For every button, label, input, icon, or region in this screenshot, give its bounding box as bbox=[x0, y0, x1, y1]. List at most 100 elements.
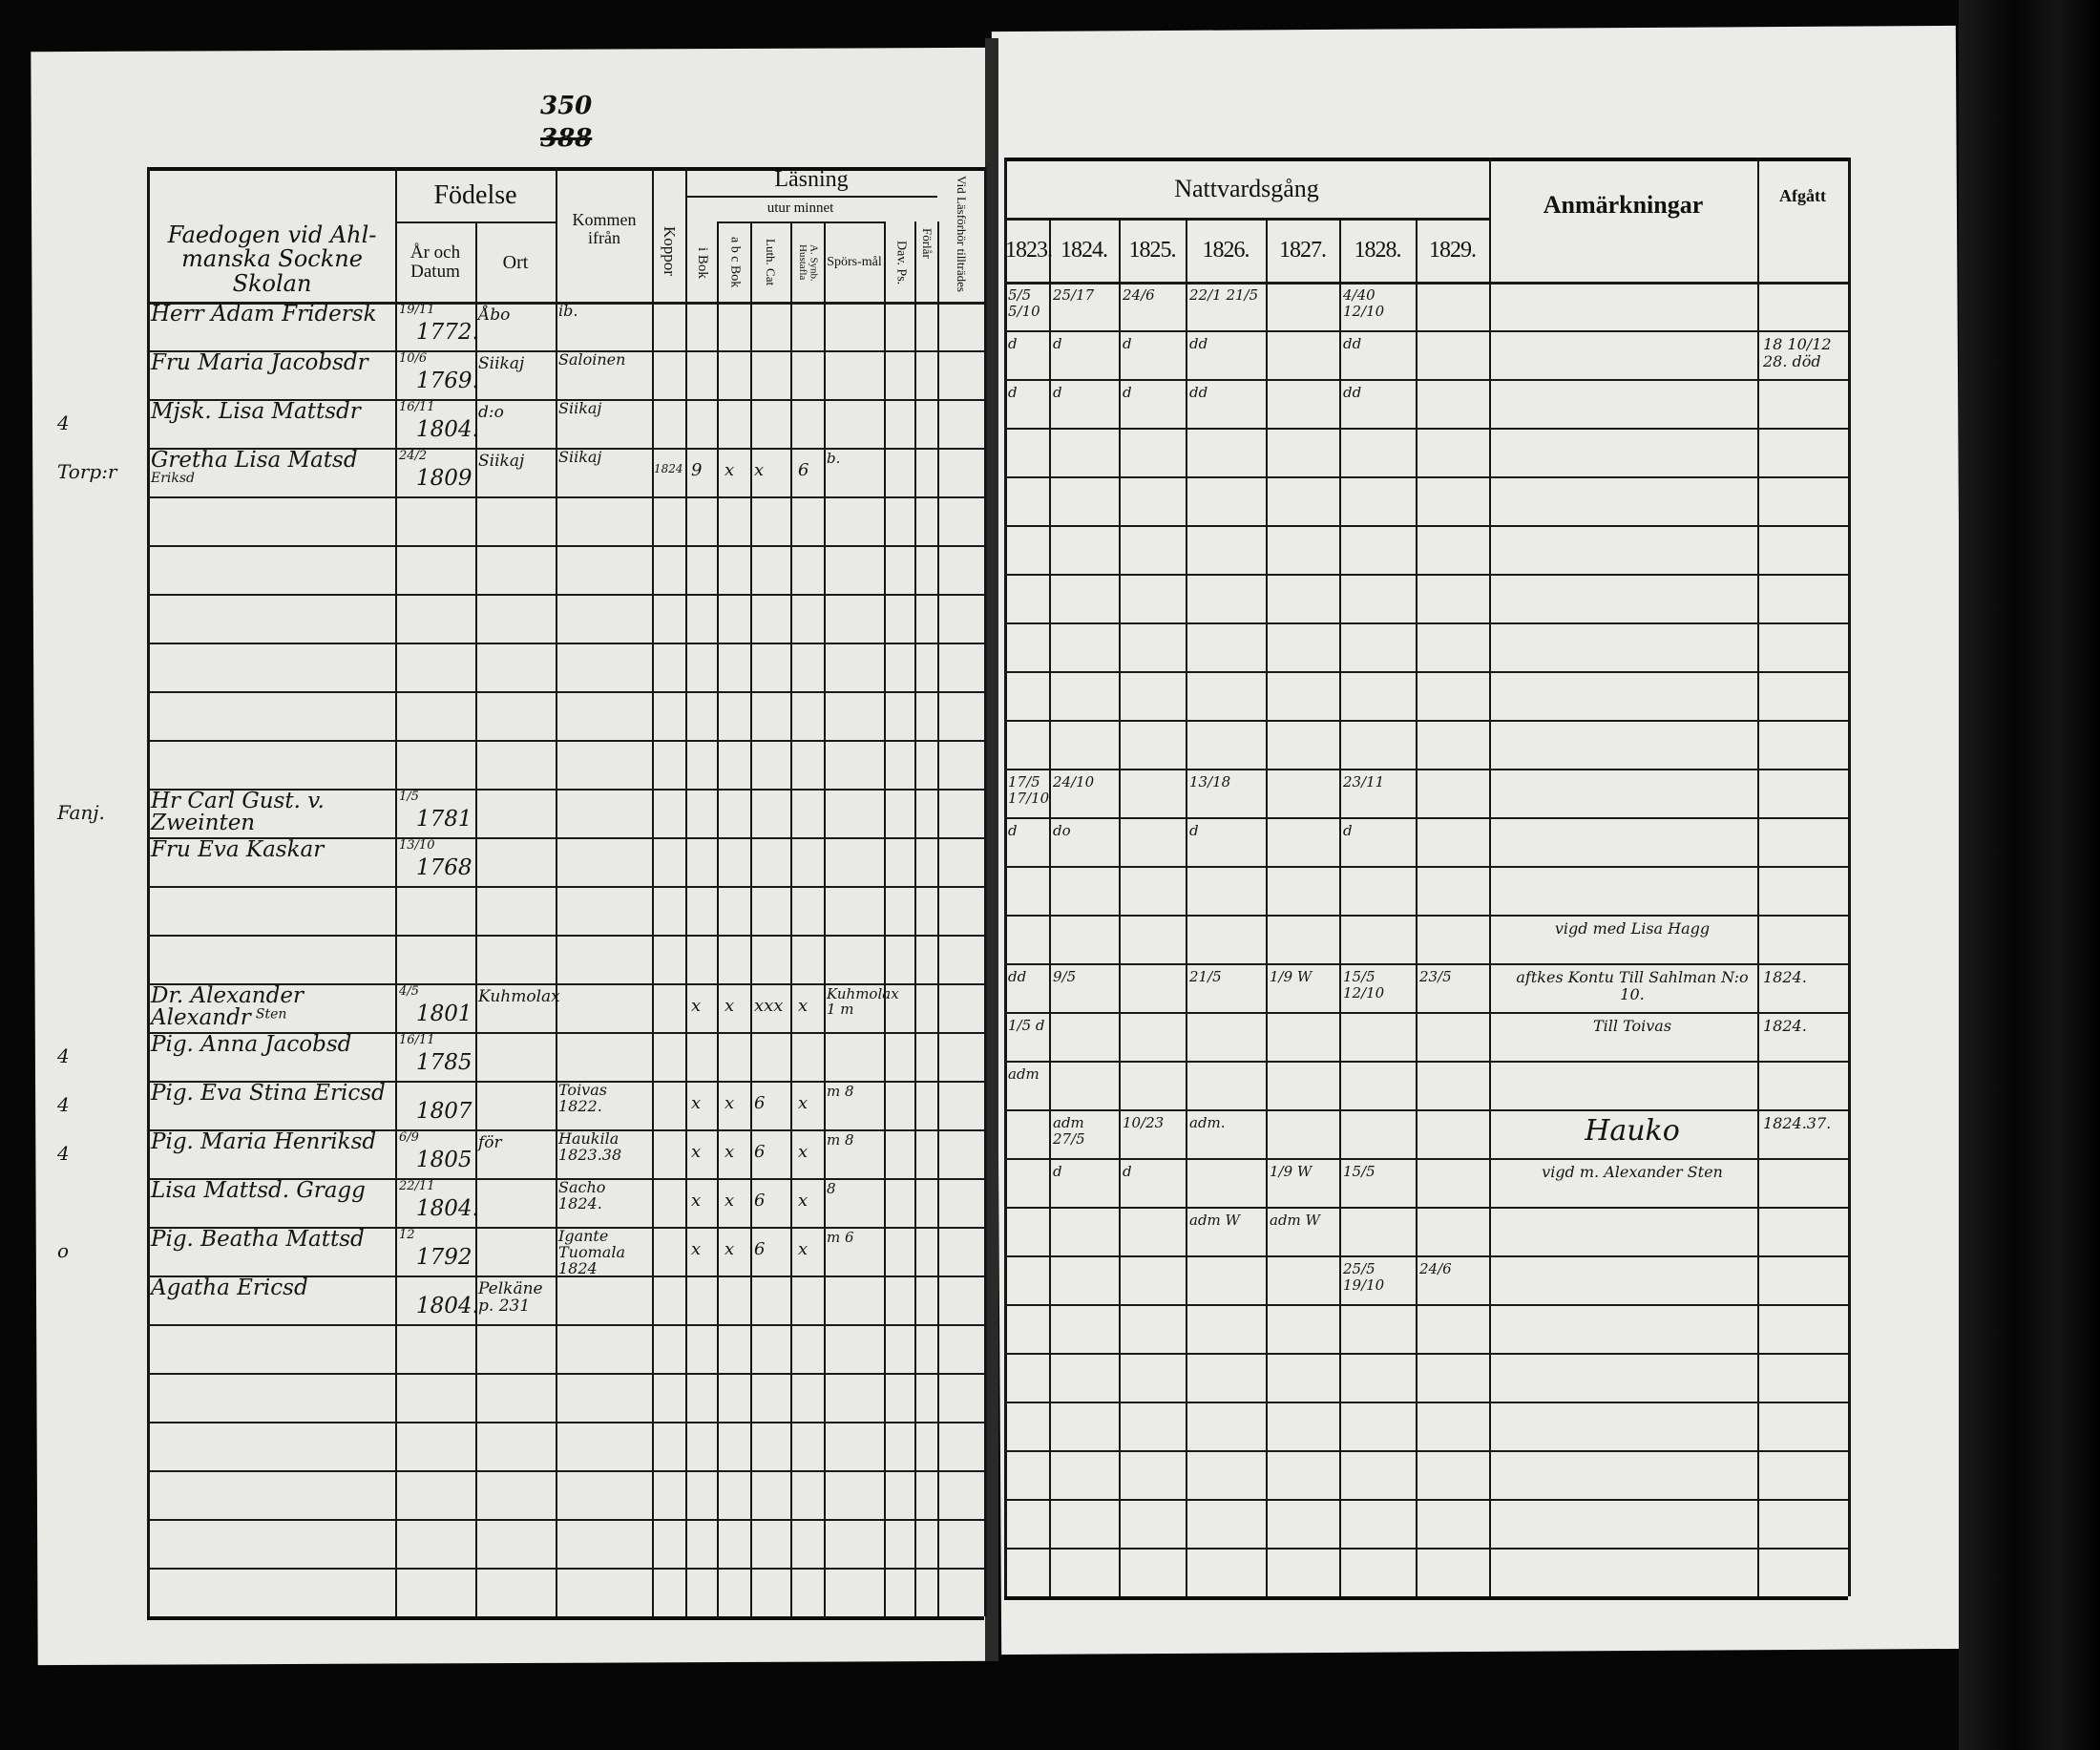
cell-luth: 6 bbox=[754, 1239, 766, 1259]
column-rule bbox=[1119, 218, 1121, 1596]
column-rule bbox=[824, 221, 826, 1616]
cell-luth: xxx bbox=[754, 996, 784, 1016]
row-rule bbox=[1004, 1450, 1848, 1452]
margin-note: o bbox=[57, 1239, 70, 1262]
communion-date: d bbox=[1008, 822, 1018, 839]
header-afgatt: Afgått bbox=[1779, 185, 1826, 205]
row-rule bbox=[147, 448, 984, 450]
cell-year: 1805 bbox=[416, 1148, 472, 1172]
cell-abc: x bbox=[724, 460, 735, 480]
header-anmarkningar: Anmärkningar bbox=[1543, 191, 1704, 220]
cell-date: 16/11 bbox=[399, 1033, 435, 1047]
person-name: Mjsk. Lisa Mattsdr bbox=[151, 399, 361, 424]
person-name: Agatha Ericsd bbox=[151, 1276, 308, 1300]
row-rule bbox=[1004, 428, 1848, 430]
communion-date: 15/5 bbox=[1343, 1163, 1376, 1180]
year-column-header: 1828. bbox=[1354, 238, 1402, 264]
departure: 18 10/12 28. död bbox=[1763, 335, 1832, 370]
communion-date: 1/5 d bbox=[1008, 1017, 1045, 1034]
row-rule bbox=[1004, 1353, 1848, 1355]
communion-date: d bbox=[1053, 335, 1062, 352]
cell-date: 16/11 bbox=[399, 400, 435, 414]
departure: 1824.37. bbox=[1763, 1114, 1832, 1132]
row-rule bbox=[147, 1129, 984, 1131]
name-annotation: Eriksd bbox=[151, 471, 196, 486]
remark: Till Toivas bbox=[1592, 1017, 1672, 1035]
header-synb-hustafla: A. Synb. Hustafla bbox=[797, 243, 820, 282]
person-name: Pig. Maria Henriksd bbox=[151, 1129, 377, 1154]
person-name: Pig. Eva Stina Ericsd bbox=[151, 1081, 386, 1106]
header-lasning: Läsning bbox=[774, 167, 849, 193]
header-sporsmal: Spörs-mål bbox=[827, 254, 882, 269]
row-rule bbox=[1004, 1304, 1848, 1306]
cell-abc: x bbox=[724, 1093, 735, 1113]
column-rule bbox=[717, 221, 719, 1616]
column-rule bbox=[556, 167, 557, 1616]
communion-date: d bbox=[1189, 822, 1199, 839]
row-rule bbox=[1004, 574, 1848, 576]
communion-date: 23/11 bbox=[1343, 773, 1385, 791]
year-column-header: 1827. bbox=[1279, 238, 1327, 264]
communion-date: dd bbox=[1343, 384, 1362, 401]
person-name-cell: Agatha Ericsd bbox=[151, 1277, 391, 1299]
departure: 1824. bbox=[1763, 968, 1807, 986]
row-rule bbox=[1004, 720, 1848, 722]
person-name: Herr Adam Fridersk bbox=[151, 302, 377, 327]
row-rule bbox=[147, 350, 984, 352]
communion-date: dd bbox=[1008, 968, 1027, 985]
cell-kommen: Siikaj bbox=[558, 448, 602, 466]
communion-date: 23/5 bbox=[1419, 968, 1452, 985]
header-vid-lasforhor: Vid Läsförhör tillträdes bbox=[954, 176, 969, 292]
cell-ort: Åbo bbox=[478, 306, 511, 325]
communion-date: d bbox=[1123, 335, 1132, 352]
column-rule bbox=[750, 221, 752, 1616]
communion-date: 24/6 bbox=[1419, 1260, 1452, 1277]
communion-date: adm. bbox=[1189, 1114, 1226, 1131]
communion-date: 17/5 17/10 bbox=[1008, 773, 1050, 808]
row-rule bbox=[147, 1373, 984, 1375]
row-rule bbox=[147, 983, 984, 985]
row-rule bbox=[147, 886, 984, 888]
person-name: Dr. Alexander Alexandr bbox=[151, 983, 304, 1030]
header-luth-cat: Luth. Cat bbox=[763, 239, 778, 286]
row-rule bbox=[1004, 1499, 1848, 1501]
row-rule bbox=[1004, 866, 1848, 868]
row-rule bbox=[147, 1178, 984, 1180]
communion-date: adm bbox=[1008, 1065, 1040, 1083]
cell-year: 1804. bbox=[416, 1196, 479, 1221]
cell-year: 1809 bbox=[416, 466, 472, 491]
cell-year: 1792 bbox=[416, 1245, 472, 1270]
person-name-cell: Pig. Eva Stina Ericsd bbox=[151, 1083, 391, 1105]
cell-i_bok: x bbox=[691, 996, 702, 1016]
communion-date: d bbox=[1008, 335, 1018, 352]
cell-year: 1785 bbox=[416, 1050, 472, 1075]
cell-spors: Kuhmolax 1 m bbox=[827, 985, 899, 1018]
person-name-cell: Pig. Beatha Mattsd bbox=[151, 1229, 391, 1251]
cell-kommen: Siikaj bbox=[558, 399, 602, 417]
cell-year: 1801 bbox=[416, 1002, 472, 1026]
person-name-cell: Gretha Lisa Matsd Eriksd bbox=[151, 450, 391, 491]
margin-note: Fanj. bbox=[57, 801, 105, 824]
row-rule bbox=[147, 643, 984, 644]
margin-note: 4 bbox=[57, 1093, 70, 1116]
person-name: Pig. Beatha Mattsd bbox=[151, 1227, 365, 1252]
person-name-cell: Pig. Anna Jacobsd bbox=[151, 1034, 391, 1056]
communion-date: 13/18 bbox=[1189, 773, 1231, 791]
person-name: Hr Carl Gust. v. Zweinten bbox=[151, 789, 325, 835]
cell-synb: 6 bbox=[798, 460, 809, 480]
cell-synb: x bbox=[798, 1093, 808, 1113]
person-name: Fru Maria Jacobsdr bbox=[151, 350, 368, 375]
year-column-header: 1823. bbox=[1005, 238, 1053, 264]
cell-luth: 6 bbox=[754, 1093, 766, 1113]
old-page-number: 388 bbox=[540, 124, 593, 153]
communion-date: 1/9 W bbox=[1270, 1163, 1312, 1180]
remark: vigd m. Alexander Sten bbox=[1542, 1163, 1723, 1181]
cell-spors: b. bbox=[827, 450, 841, 467]
cell-kommen: Saloinen bbox=[558, 350, 626, 369]
communion-date: 21/5 bbox=[1189, 968, 1222, 985]
person-name: Pig. Anna Jacobsd bbox=[151, 1032, 352, 1057]
row-rule bbox=[147, 1032, 984, 1034]
row-rule bbox=[1004, 1207, 1848, 1209]
cell-abc: x bbox=[724, 1191, 735, 1211]
column-rule bbox=[984, 167, 987, 1616]
